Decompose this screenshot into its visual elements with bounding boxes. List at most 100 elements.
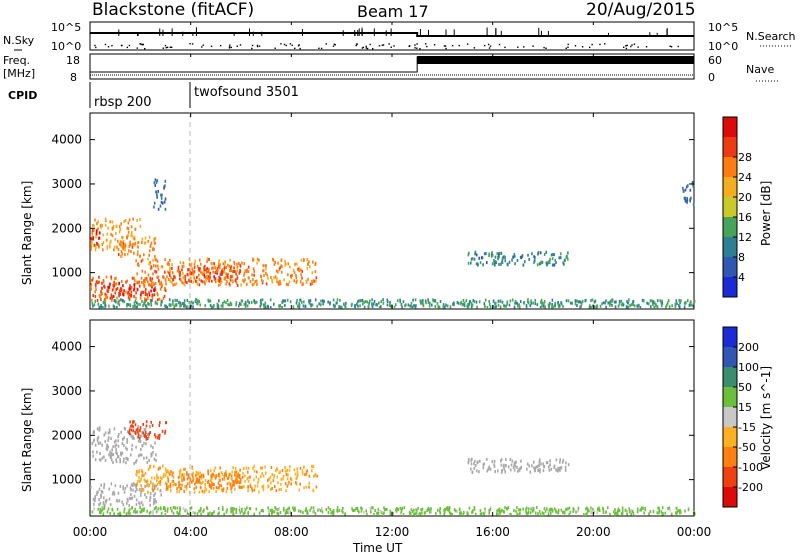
echo-cell (100, 509, 103, 513)
y-tick-label: 4000 (51, 340, 82, 354)
echo-cell (139, 426, 142, 430)
echo-cell (136, 250, 139, 254)
echo-cell (269, 481, 272, 485)
echo-cell (510, 512, 512, 516)
echo-cell (518, 303, 520, 307)
echo-cell (195, 298, 197, 302)
echo-cell (658, 509, 661, 513)
echo-cell (171, 479, 174, 483)
echo-cell (217, 304, 219, 308)
echo-cell (153, 457, 156, 461)
echo-cell (133, 420, 135, 424)
echo-cell (153, 500, 155, 504)
echo-cell (107, 226, 109, 230)
search-noise-point (426, 45, 428, 48)
echo-cell (397, 507, 399, 511)
echo-cell (502, 255, 505, 259)
echo-cell (303, 258, 305, 262)
echo-cell (463, 301, 466, 305)
echo-cell (226, 298, 229, 302)
echo-cell (552, 305, 555, 309)
echo-cell (117, 239, 119, 243)
echo-cell (476, 305, 478, 309)
echo-cell (308, 301, 311, 305)
echo-cell (265, 267, 267, 271)
echo-cell (286, 484, 289, 488)
echo-cell (559, 468, 561, 472)
echo-cell (511, 258, 513, 262)
echo-cell (129, 453, 132, 457)
echo-cell (497, 510, 500, 514)
echo-cell (90, 247, 92, 251)
echo-cell (339, 305, 342, 309)
echo-cell (632, 511, 635, 515)
echo-cell (194, 259, 197, 263)
echo-cell (500, 458, 503, 462)
echo-cell (421, 511, 423, 515)
echo-cell (153, 494, 155, 498)
echo-cell (284, 469, 287, 473)
echo-cell (151, 294, 153, 298)
search-noise-point (419, 47, 421, 50)
echo-cell (149, 492, 152, 496)
echo-cell (119, 484, 122, 488)
echo-cell (463, 510, 465, 514)
echo-cell (204, 485, 207, 489)
echo-cell (473, 466, 476, 470)
echo-cell (153, 464, 155, 468)
echo-cell (223, 266, 226, 270)
echo-cell (274, 260, 276, 264)
echo-cell (193, 487, 196, 491)
echo-cell (471, 470, 474, 474)
echo-cell (281, 300, 283, 304)
echo-cell (648, 512, 650, 516)
echo-cell (164, 179, 167, 183)
echo-cell (484, 507, 486, 511)
search-noise-point (416, 47, 418, 49)
echo-cell (235, 507, 238, 511)
echo-cell (550, 507, 553, 511)
echo-cell (451, 512, 453, 516)
echo-cell (591, 298, 594, 302)
echo-cell (299, 280, 302, 284)
x-tick-label: 08:00 (274, 525, 309, 539)
echo-cell (368, 301, 370, 305)
echo-cell (113, 248, 115, 252)
echo-cell (528, 257, 531, 261)
echo-cell (304, 305, 307, 309)
echo-cell (198, 490, 201, 494)
echo-cell (401, 305, 403, 309)
echo-cell (201, 480, 204, 484)
echo-cell (499, 459, 502, 463)
echo-cell (164, 197, 167, 201)
echo-cell (243, 273, 245, 277)
echo-cell (102, 502, 105, 506)
echo-cell (271, 508, 273, 512)
sky-left-tick-low: 10^0 (51, 40, 81, 53)
echo-cell (296, 476, 298, 480)
echo-cell (493, 465, 496, 469)
echo-cell (100, 511, 102, 515)
echo-cell (518, 512, 520, 516)
power-echoes (90, 178, 696, 310)
echo-cell (115, 458, 117, 462)
echo-cell (251, 486, 253, 490)
echo-cell (128, 508, 131, 512)
echo-cell (142, 474, 144, 478)
echo-cell (251, 283, 254, 287)
echo-cell (114, 484, 117, 488)
search-noise-point (599, 43, 601, 46)
echo-cell (100, 489, 103, 493)
echo-cell (312, 465, 315, 469)
echo-cell (204, 482, 206, 486)
echo-cell (493, 459, 496, 463)
echo-cell (303, 486, 305, 490)
echo-cell (203, 270, 205, 274)
echo-cell (506, 262, 509, 266)
echo-cell (559, 256, 562, 260)
echo-cell (261, 471, 264, 475)
echo-cell (140, 500, 143, 504)
search-noise-point (283, 43, 286, 46)
echo-cell (139, 506, 141, 510)
echo-cell (184, 485, 186, 489)
